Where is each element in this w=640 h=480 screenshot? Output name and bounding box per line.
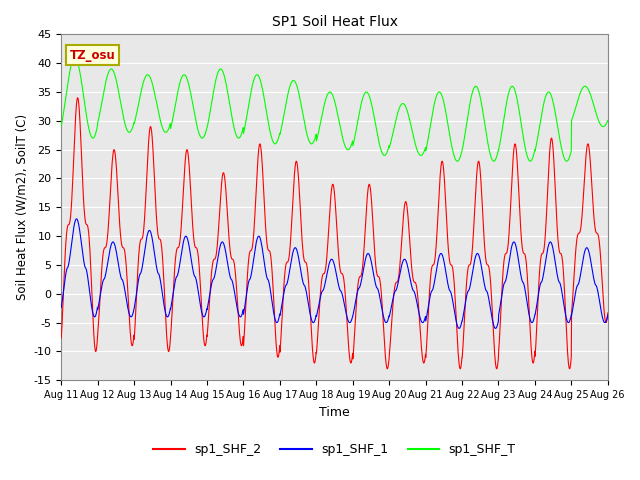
X-axis label: Time: Time [319, 406, 350, 419]
Text: TZ_osu: TZ_osu [70, 48, 115, 61]
Title: SP1 Soil Heat Flux: SP1 Soil Heat Flux [271, 15, 397, 29]
Legend: sp1_SHF_2, sp1_SHF_1, sp1_SHF_T: sp1_SHF_2, sp1_SHF_1, sp1_SHF_T [148, 438, 521, 461]
Y-axis label: Soil Heat Flux (W/m2), SoilT (C): Soil Heat Flux (W/m2), SoilT (C) [15, 114, 28, 300]
